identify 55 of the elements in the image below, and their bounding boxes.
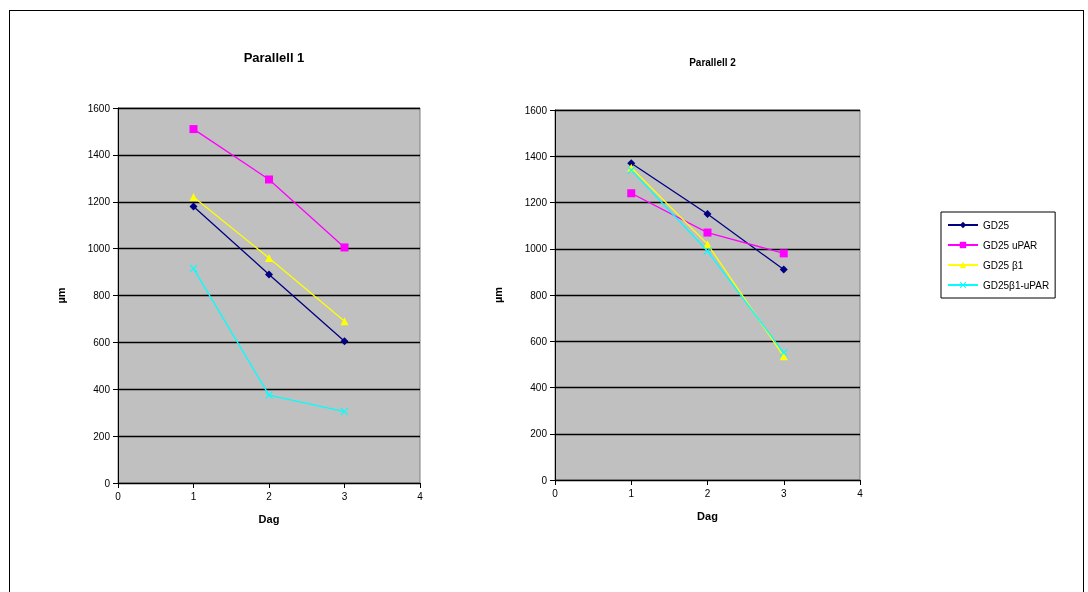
point (265, 175, 273, 184)
point (189, 125, 198, 134)
y-tick-label: 400 (93, 383, 111, 395)
point (265, 254, 273, 262)
point (189, 193, 198, 202)
y-tick-label: 200 (530, 428, 548, 440)
point (703, 210, 712, 219)
point (340, 243, 349, 252)
point (703, 228, 712, 237)
y-tick-label: 800 (93, 290, 111, 301)
point (265, 270, 273, 279)
y-tick-label: 600 (530, 335, 548, 347)
legend-label: GD25 (983, 219, 1010, 231)
y-tick-label: 200 (93, 430, 111, 442)
x-tick-label: 1 (190, 490, 197, 502)
y-axis-title: µm (54, 287, 67, 304)
x-tick-label: 4 (857, 487, 864, 499)
x-tick-label: 2 (704, 487, 711, 499)
point (703, 240, 712, 249)
y-tick-label: 0 (104, 477, 111, 489)
y-axis-title: µm (491, 286, 504, 304)
point (340, 317, 349, 326)
chart-title: Parallell 2 (689, 56, 737, 68)
x-axis-title: Dag (697, 509, 718, 522)
y-tick-label: 1600 (524, 104, 548, 116)
x-tick-label: 2 (266, 490, 273, 502)
y-tick-label: 1000 (87, 243, 111, 255)
chart-title: Parallell 1 (243, 50, 305, 65)
point (779, 249, 788, 258)
y-tick-label: 1400 (87, 149, 111, 161)
legend-label: GD25β1-uPAR (983, 279, 1050, 291)
y-tick-label: 400 (530, 382, 548, 393)
y-tick-label: 1200 (87, 196, 111, 208)
y-tick-label: 1600 (87, 102, 111, 114)
y-tick-label: 800 (530, 289, 548, 301)
legend-label: GD25 β1 (983, 259, 1024, 271)
y-tick-label: 1200 (524, 197, 548, 208)
x-tick-label: 1 (628, 487, 635, 499)
x-tick-label: 0 (115, 490, 122, 502)
point (627, 189, 636, 198)
x-tick-label: 0 (552, 487, 559, 499)
y-tick-label: 1400 (524, 150, 548, 162)
x-tick-label: 3 (780, 487, 787, 499)
y-tick-label: 1000 (524, 243, 548, 255)
point (779, 265, 788, 274)
point (189, 202, 198, 211)
legend-label: GD25 uPAR (983, 239, 1038, 251)
y-tick-label: 0 (541, 474, 548, 486)
point (779, 348, 788, 357)
point (703, 247, 712, 256)
x-tick-label: 4 (417, 490, 424, 502)
point (340, 337, 349, 346)
x-axis-title: Dag (258, 512, 280, 525)
x-tick-label: 3 (341, 490, 348, 502)
y-tick-label: 600 (93, 336, 111, 348)
